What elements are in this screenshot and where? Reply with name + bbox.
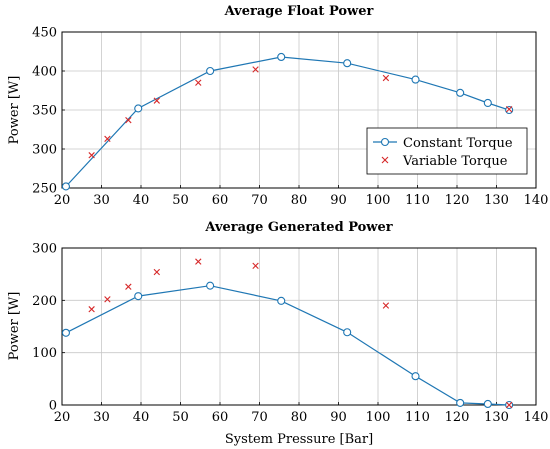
float-power-x-tick-label: 50 <box>172 193 189 208</box>
generated-power-x-tick-label: 130 <box>484 410 509 425</box>
float-power-variable-torque-point <box>88 152 95 159</box>
generated-power-constant-torque-point <box>456 398 465 407</box>
generated-power-constant-torque-point <box>61 328 70 337</box>
float-power-constant-torque-point <box>277 52 286 62</box>
float-power-constant-torque-point <box>411 75 420 84</box>
generated-power-constant-torque-point <box>134 292 143 301</box>
generated-power-constant-torque-line <box>65 285 510 406</box>
generated-power-constant-torque-point <box>206 281 215 290</box>
generated-power-series <box>61 258 514 410</box>
float-power-y-tick-label: 300 <box>32 143 57 158</box>
float-power-x-tick-label: 40 <box>133 193 150 208</box>
float-power-x-tick-label: 30 <box>93 193 110 208</box>
float-power-ticks: 20 30 40 50 60 70 80 90 100 110 120 130 140 250 300 350… <box>32 26 548 209</box>
float-power-y-tick-label: 250 <box>32 182 57 197</box>
legend: Constant Torque Variable Torque <box>366 127 528 175</box>
generated-power-x-tick-label: 40 <box>133 410 150 425</box>
generated-power-constant-torque-point <box>343 328 352 337</box>
generated-power-grid <box>62 248 536 405</box>
generated-power-title: Average Generated Power <box>204 220 392 235</box>
float-power-x-tick-label: 120 <box>445 193 470 208</box>
generated-power-x-tick-label: 90 <box>330 410 347 425</box>
generated-power-variable-torque-point <box>505 401 513 409</box>
generated-power-constant-torque-point <box>277 296 286 305</box>
float-power-grid <box>62 32 536 188</box>
float-power-constant-torque-point <box>343 59 352 68</box>
legend-marker-cross <box>381 156 389 164</box>
generated-power-y-tick-label: 300 <box>32 242 57 257</box>
legend-label-constant: Constant Torque <box>403 136 513 151</box>
float-power-constant-torque-point <box>134 104 143 113</box>
generated-power-x-tick-label: 120 <box>445 410 470 425</box>
generated-power-x-tick-label: 50 <box>172 410 189 425</box>
generated-power-x-tick-label: 70 <box>251 410 268 425</box>
float-power-x-tick-label: 140 <box>524 193 549 208</box>
generated-power-constant-torque-point <box>411 372 420 381</box>
generated-power-variable-torque-point <box>88 306 95 313</box>
legend-marker-circle <box>380 137 390 147</box>
generated-power-x-tick-label: 140 <box>524 410 549 425</box>
float-power-variable-torque-point <box>125 116 132 124</box>
float-power-y-axis-label: Power [W] <box>7 76 22 145</box>
generated-power-variable-torque-point <box>153 268 160 276</box>
float-power-x-tick-label: 70 <box>251 193 268 208</box>
float-power-variable-torque-point <box>104 135 111 143</box>
float-power-variable-torque-point <box>252 66 259 73</box>
float-power-x-tick-label: 110 <box>405 193 430 208</box>
generated-power-variable-torque-point <box>252 262 259 269</box>
float-power-x-tick-label: 80 <box>291 193 308 208</box>
generated-power-y-axis-label: Power [W] <box>7 292 22 361</box>
float-power-constant-torque-point <box>505 105 514 115</box>
generated-power-y-tick-label: 100 <box>32 346 57 361</box>
float-power-x-tick-label: 100 <box>366 193 391 208</box>
float-power-variable-torque-point <box>153 97 160 104</box>
legend-box <box>366 127 528 175</box>
generated-power-ticks: 20 30 40 50 60 70 80 90 100 110 120 130 140 0 100 200 30… <box>32 242 548 426</box>
float-power-constant-torque-point <box>206 66 215 76</box>
generated-power-x-tick-label: 80 <box>291 410 308 425</box>
generated-power-x-tick-label: 30 <box>93 410 110 425</box>
float-power-x-tick-label: 20 <box>54 193 71 208</box>
float-power-y-tick-label: 400 <box>32 65 57 80</box>
float-power-y-tick-label: 450 <box>32 26 57 41</box>
float-power-variable-torque-point <box>195 79 202 86</box>
float-power-y-tick-label: 350 <box>32 104 57 119</box>
float-power-panel: Average Float Power 20 30 40 50 60 70 80 90 100 1… <box>7 4 548 208</box>
generated-power-x-tick-label: 20 <box>54 410 71 425</box>
generated-power-x-tick-label: 110 <box>405 410 430 425</box>
generated-power-variable-torque-point <box>195 258 202 265</box>
legend-label-variable: Variable Torque <box>402 154 508 169</box>
float-power-constant-torque-point <box>456 88 465 97</box>
x-axis-label: System Pressure [Bar] <box>225 432 373 447</box>
generated-power-variable-torque-point <box>104 296 111 303</box>
float-power-x-tick-label: 90 <box>330 193 347 208</box>
float-power-constant-torque-point <box>483 98 492 108</box>
generated-power-panel: Average Generated Power 20 30 40 50 60 70 80 90… <box>7 220 548 447</box>
float-power-series <box>61 52 514 191</box>
generated-power-variable-torque-point <box>125 283 132 290</box>
float-power-title: Average Float Power <box>224 4 374 19</box>
float-power-x-tick-label: 60 <box>212 193 229 208</box>
generated-power-y-tick-label: 0 <box>49 399 57 414</box>
generated-power-x-tick-label: 60 <box>212 410 229 425</box>
generated-power-y-tick-label: 200 <box>32 294 57 309</box>
generated-power-constant-torque-point <box>483 399 492 409</box>
float-power-constant-torque-point <box>61 182 70 191</box>
float-power-variable-torque-point <box>505 106 513 113</box>
generated-power-variable-torque-point <box>382 302 390 309</box>
generated-power-x-tick-label: 100 <box>366 410 391 425</box>
float-power-variable-torque-point <box>382 74 390 82</box>
float-power-x-tick-label: 130 <box>484 193 509 208</box>
